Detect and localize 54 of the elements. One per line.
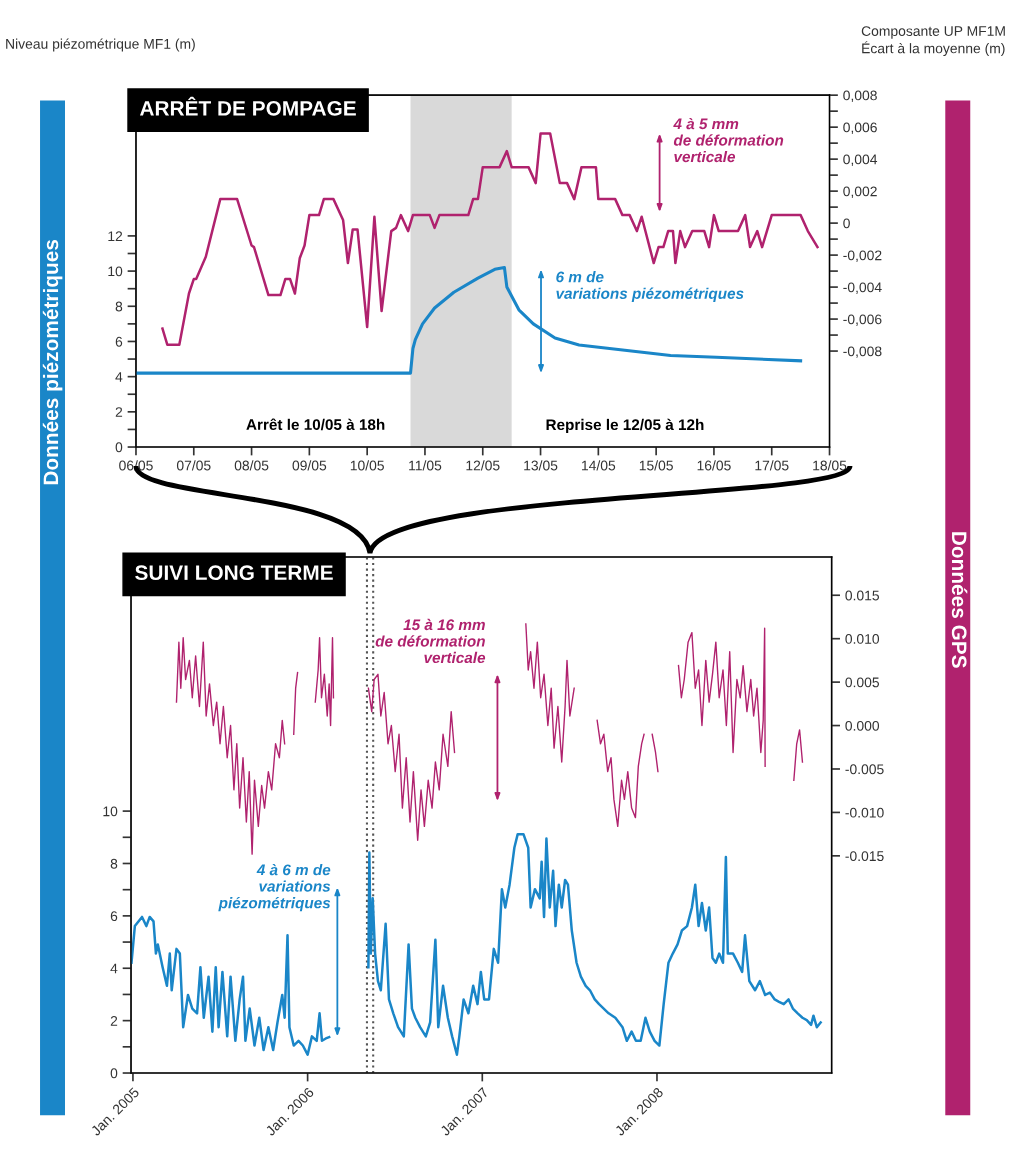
- y-tick-label: 0: [115, 442, 123, 453]
- x-tick-label: 16/05: [697, 460, 731, 471]
- x-tick-label: 15/05: [639, 460, 673, 471]
- y-tick-label: 12: [108, 231, 123, 241]
- x-tick-label: 10/05: [350, 460, 384, 471]
- x-tick-label: 12/05: [466, 460, 500, 471]
- y-tick-label: 2: [110, 1015, 118, 1026]
- x-tick-label: 08/05: [234, 460, 269, 471]
- y2-tick-label: 0.005: [845, 677, 880, 688]
- x-tick-label: 17/05: [755, 460, 789, 471]
- y2-tick-label: 0,006: [843, 122, 877, 134]
- annotation: 4 à 6 m de variations piézométriques: [218, 863, 331, 912]
- y2-tick-label: 0,002: [843, 186, 877, 198]
- y2-tick-label: 0.015: [845, 590, 880, 601]
- y-tick-label: 8: [110, 858, 118, 869]
- y-tick-label: 10: [108, 266, 123, 277]
- y-tick-label: 6: [115, 336, 123, 347]
- annotation: 4 à 5 mm de déformation verticale: [673, 117, 784, 163]
- y-tick-label: 8: [115, 301, 123, 312]
- y-tick-label: 4: [115, 372, 123, 382]
- annotation: Reprise le 12/05 à 12h: [546, 418, 704, 434]
- y2-tick-label: -0.015: [845, 851, 884, 862]
- x-tick-label: 11/05: [409, 460, 442, 471]
- x-tick-label: 18/05: [813, 460, 847, 471]
- y-tick-label: 4: [110, 963, 118, 974]
- y-tick-label: 6: [110, 911, 118, 922]
- x-tick-label: 14/05: [582, 460, 616, 471]
- y2-tick-label: -0,006: [843, 314, 882, 326]
- y-tick-label: 10: [103, 806, 118, 817]
- y2-tick-label: -0,008: [843, 346, 882, 358]
- y2-tick-label: 0.000: [845, 720, 880, 731]
- y2-tick-label: 0: [843, 218, 850, 229]
- x-tick-label: 07/05: [176, 460, 211, 471]
- y2-tick-label: 0,004: [843, 154, 878, 166]
- x-tick-label: 06/05: [119, 460, 153, 471]
- y-axis-title: Niveau piézométrique MF1 (m): [6, 38, 195, 52]
- annotation: 15 à 16 mm de déformation verticale: [375, 618, 486, 664]
- y2-tick-label: -0.010: [845, 807, 884, 818]
- y2-tick-label: 0,008: [843, 90, 877, 102]
- chart-title: SUIVI LONG TERME: [135, 565, 333, 581]
- x-tick-label: 09/05: [292, 460, 327, 471]
- text: Données GPS: [951, 532, 968, 668]
- annotation: 6 m de variations piézométriques: [556, 271, 744, 302]
- x-tick-label: 13/05: [524, 460, 558, 471]
- y2-tick-label: -0,002: [843, 250, 882, 262]
- y2-axis-title: Composante UP MF1M Écart à la moyenne (m): [861, 26, 1005, 57]
- y-tick-label: 2: [115, 407, 123, 417]
- y2-tick-label: 0.010: [845, 634, 880, 644]
- y2-tick-label: -0.005: [845, 764, 884, 775]
- y2-tick-label: -0,004: [843, 282, 882, 294]
- y-tick-label: 0: [110, 1068, 118, 1079]
- annotation: Arrêt le 10/05 à 18h: [246, 418, 385, 431]
- text: Données piézométriques: [42, 239, 63, 485]
- chart-title: ARRÊT DE POMPAGE: [139, 96, 356, 116]
